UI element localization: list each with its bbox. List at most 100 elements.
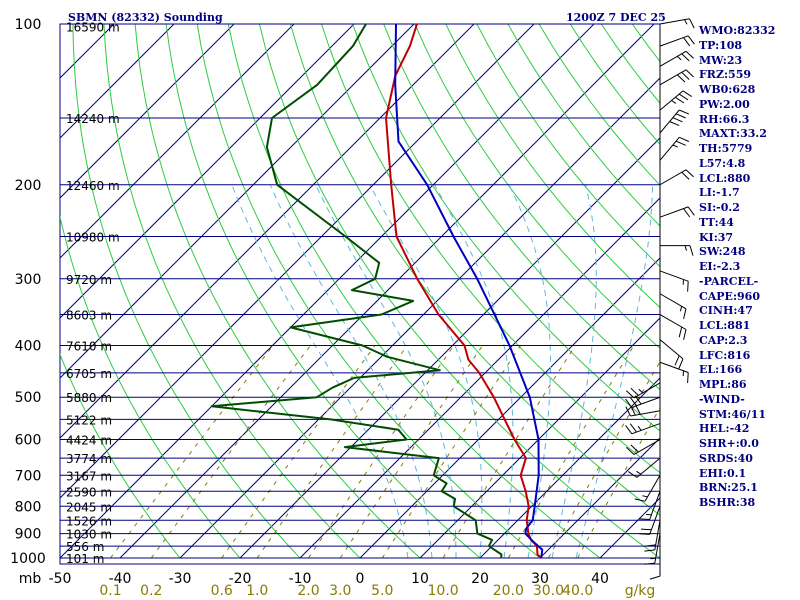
mixing-ratio-tick-label: 1.0: [246, 583, 268, 599]
temperature-tick-label: -30: [169, 571, 192, 587]
temperature-tick-label: 10: [411, 571, 429, 587]
index-item: BSHR:38: [699, 496, 756, 509]
dry-adiabat: [227, 24, 601, 558]
wind-barb-half-flag: [636, 470, 642, 475]
wind-barb-half-flag: [650, 557, 656, 560]
wind-barb-flag: [649, 575, 661, 580]
index-item: SRDS:40: [699, 451, 753, 465]
wind-barb-flag: [639, 518, 650, 520]
moist-adiabats: [231, 184, 654, 558]
height-label: 2590 m: [66, 485, 112, 499]
wind-barb: [649, 546, 661, 580]
index-item: SHR+:0.0: [699, 437, 759, 450]
wind-barb-staff: [659, 136, 680, 161]
height-label: 8603 m: [66, 309, 112, 323]
wind-barb: [639, 506, 661, 535]
wind-barb: [659, 18, 695, 29]
wind-barb-staff: [649, 491, 661, 520]
dry-adiabat: [414, 24, 660, 349]
height-label: 1526 m: [66, 514, 112, 528]
wind-barb-flag: [634, 395, 642, 405]
wind-barb: [659, 35, 695, 47]
dry-adiabat: [60, 214, 241, 558]
dry-adiabat: [134, 24, 421, 558]
wind-barb-flag: [630, 444, 639, 453]
wind-barb: [659, 109, 690, 134]
axis-labels: 0.1 0.2 0.6 1.0 2.0 3.0 5.0 10.0 20.0 30.040.0 g/k…: [10, 17, 655, 599]
dry-adiabat: [258, 24, 660, 558]
dry-adiabat: [383, 24, 660, 391]
wind-barb: [625, 404, 661, 417]
plot-frame: [59, 23, 661, 565]
wind-barb-half-flag: [638, 388, 644, 394]
wind-barb-flag: [678, 93, 689, 101]
wind-barb-flag: [683, 329, 687, 340]
wind-barb-flag: [635, 404, 641, 415]
wind-barb-flag: [625, 425, 633, 435]
index-item: RH:66.3: [699, 112, 750, 126]
observation-time: 1200Z 7 DEC 25: [566, 11, 666, 24]
height-label: 16590 m: [66, 20, 120, 34]
pressure-tick-label: 500: [15, 390, 42, 406]
mixing-ratio-tick-label: 0.1: [99, 583, 121, 599]
pressure-tick-label: 1000: [10, 551, 46, 567]
temperature-tick-label: -20: [229, 571, 252, 587]
wind-barb: [659, 293, 687, 320]
wind-barb-flag: [687, 35, 695, 45]
wind-barb-flag: [630, 405, 636, 416]
height-label: 4424 m: [66, 434, 112, 448]
wind-barb-flag: [644, 562, 655, 565]
wind-barb-flag: [681, 53, 690, 62]
moist-adiabat: [369, 184, 483, 558]
pressure-tick-label: 300: [15, 272, 42, 288]
index-item: KI:37: [699, 230, 734, 244]
index-item: SW:248: [699, 245, 746, 259]
wind-barb-flag: [682, 90, 692, 98]
wind-barb-flag: [629, 397, 637, 407]
height-labels: 16590 m 14240 m 12460 m 10980 m 9720 m 8603 m…: [66, 20, 120, 566]
wind-barb-half-flag: [684, 19, 688, 25]
wind-barb-flag: [679, 136, 690, 142]
index-item: PW:2.00: [699, 97, 750, 111]
height-label: 1030 m: [66, 528, 112, 542]
index-item: L57:4.8: [699, 156, 746, 170]
height-label: 10980 m: [66, 231, 120, 245]
wind-barb-half-flag: [671, 100, 677, 104]
wind-barb-staff: [644, 475, 661, 502]
wind-barb-flag: [675, 140, 686, 146]
wind-barb-flag: [683, 37, 691, 47]
dry-adiabat: [103, 24, 361, 558]
wind-barb-flag: [625, 406, 631, 417]
moist-adiabat: [434, 184, 514, 558]
wind-barb-flag: [645, 544, 656, 547]
index-item: SI:-0.2: [699, 201, 740, 214]
dry-adiabat: [476, 24, 660, 268]
wind-barb-flag: [674, 355, 680, 366]
isotherm: [60, 24, 535, 499]
index-item: -PARCEL-: [699, 274, 759, 288]
wind-barb-flag: [689, 245, 694, 256]
wind-barb-flag: [678, 326, 683, 338]
height-label: 12460 m: [66, 179, 120, 193]
wind-barb-flag: [628, 471, 638, 478]
wind-barb-flag: [630, 387, 639, 396]
height-label: 3167 m: [66, 469, 112, 483]
index-item: EHI:0.1: [699, 466, 747, 480]
index-item: WMO:82332: [699, 24, 776, 37]
wind-barb: [628, 457, 661, 478]
wind-barb-staff: [659, 361, 689, 373]
dry-adiabat: [445, 24, 660, 309]
isotherms: [60, 24, 660, 558]
height-label: 2045 m: [66, 500, 112, 514]
temperature-tick-label: 30: [531, 571, 549, 587]
wind-barb-flag: [626, 390, 635, 399]
wind-barb: [626, 439, 661, 455]
wind-barb-flag: [639, 533, 650, 535]
isotherm: [179, 77, 660, 558]
isotherm: [359, 257, 660, 558]
wind-barb-flag: [683, 208, 691, 218]
height-label: 556 m: [66, 540, 104, 554]
isotherm: [60, 24, 595, 558]
wind-barb: [659, 270, 689, 292]
wind-barb-staff: [659, 50, 687, 67]
